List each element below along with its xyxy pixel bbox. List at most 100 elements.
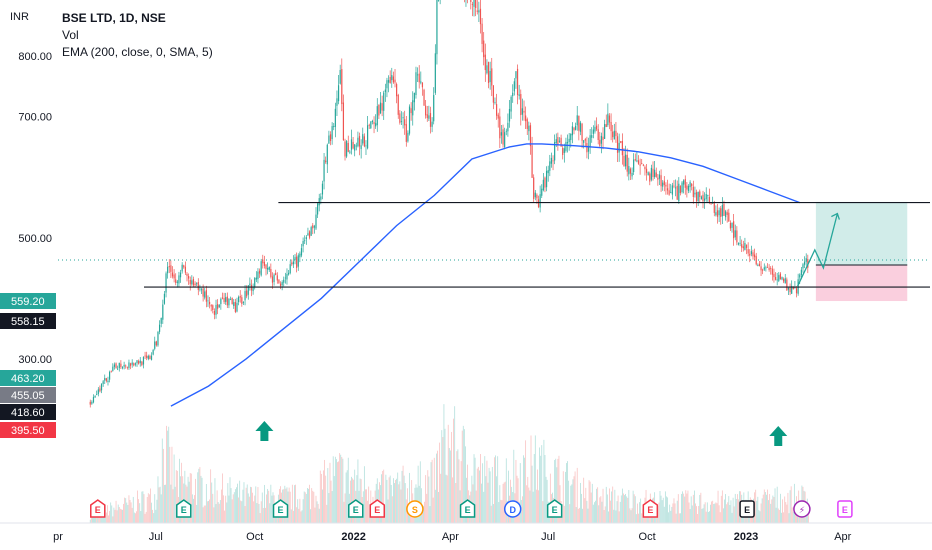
volume-bar	[771, 499, 773, 523]
volume-bar	[390, 484, 392, 523]
volume-bar	[694, 490, 695, 523]
volume-bar	[115, 500, 117, 523]
candle-body	[268, 267, 270, 270]
volume-bar	[290, 509, 292, 523]
volume-bar	[755, 489, 757, 523]
volume-bar	[485, 476, 487, 523]
candle-body	[117, 368, 119, 370]
candle-body	[658, 174, 661, 179]
candle-body	[155, 341, 157, 346]
volume-bar	[731, 512, 733, 523]
event-marker-icon[interactable]	[90, 499, 106, 518]
candle-body	[433, 95, 435, 122]
legend-ema[interactable]: EMA (200, close, 0, SMA, 5)	[62, 45, 213, 59]
volume-bar	[760, 503, 762, 523]
candle-body	[162, 304, 164, 320]
volume-bar	[495, 455, 496, 523]
candle-body	[391, 75, 393, 81]
volume-bar	[354, 469, 356, 523]
volume-bar	[727, 502, 729, 523]
volume-bar	[555, 458, 557, 523]
candle-body	[210, 304, 212, 307]
event-marker-icon[interactable]	[642, 499, 659, 518]
volume-bar	[232, 494, 234, 523]
event-marker-icon[interactable]	[739, 500, 755, 518]
volume-bar	[196, 504, 198, 523]
candle-body	[762, 269, 764, 271]
volume-bar	[687, 490, 689, 523]
event-marker-icon[interactable]	[369, 499, 386, 518]
volume-bar	[238, 497, 239, 523]
event-marker-icon[interactable]	[348, 499, 364, 518]
volume-bar	[237, 483, 238, 523]
candle-body	[218, 304, 220, 308]
volume-bar	[155, 509, 157, 523]
candle-body	[379, 102, 382, 114]
volume-bar	[558, 455, 560, 523]
volume-bar	[147, 493, 149, 523]
candle-body	[566, 141, 569, 144]
candle-body	[473, 0, 475, 7]
candle-body	[670, 192, 672, 194]
event-marker-icon[interactable]	[546, 499, 563, 518]
candle-body	[228, 298, 230, 306]
volume-bar	[744, 513, 746, 523]
volume-bar	[501, 500, 503, 523]
event-marker-icon[interactable]	[837, 500, 853, 518]
volume-bar	[226, 502, 228, 523]
event-marker-icon[interactable]	[406, 500, 424, 518]
event-marker-icon[interactable]	[503, 500, 522, 518]
volume-bar	[363, 466, 365, 523]
volume-bar	[399, 481, 401, 523]
candle-body	[431, 121, 433, 127]
volume-bar	[433, 457, 435, 523]
candle-body	[731, 222, 733, 228]
volume-bar	[640, 498, 642, 523]
volume-bar	[635, 514, 637, 523]
volume-bar	[153, 513, 155, 523]
candle-body	[573, 127, 575, 131]
candle-body	[475, 0, 477, 8]
candle-body	[629, 168, 632, 174]
volume-bar	[503, 482, 505, 523]
candle-body	[225, 297, 227, 302]
volume-bar	[616, 501, 618, 523]
candle-body	[165, 273, 167, 293]
candle-body	[426, 114, 428, 119]
legend-volume[interactable]: Vol	[62, 28, 79, 42]
volume-bar	[136, 511, 137, 523]
volume-bar	[580, 482, 581, 523]
projection-arrowhead	[831, 212, 840, 220]
volume-bar	[784, 496, 786, 523]
event-marker-icon[interactable]	[272, 499, 289, 518]
candle-body	[625, 154, 627, 167]
candle-body	[283, 279, 285, 283]
candle-body	[496, 104, 498, 116]
volume-bar	[476, 468, 478, 523]
candle-body	[260, 261, 262, 276]
volume-bar	[304, 492, 306, 523]
candle-body	[739, 242, 741, 244]
volume-bar	[447, 424, 449, 523]
volume-bar	[198, 468, 200, 523]
event-marker-icon[interactable]	[459, 499, 476, 518]
volume-bar	[699, 494, 701, 523]
volume-bar	[125, 498, 127, 523]
volume-bar	[661, 500, 663, 523]
event-marker-icon[interactable]	[793, 500, 811, 518]
candle-body	[107, 380, 109, 383]
candle-body	[200, 289, 203, 291]
volume-bar	[479, 470, 480, 523]
candle-body	[428, 115, 430, 119]
volume-bar	[777, 508, 779, 523]
up-arrow-icon	[769, 426, 788, 446]
volume-bar	[301, 510, 303, 523]
legend-symbol[interactable]: BSE LTD, 1D, NSE	[62, 11, 166, 25]
volume-bar	[388, 477, 390, 523]
volume-bar	[767, 489, 768, 523]
volume-bar	[204, 505, 206, 523]
candle-body	[410, 108, 412, 114]
event-marker-icon[interactable]	[176, 499, 192, 518]
candle-body	[476, 10, 478, 12]
